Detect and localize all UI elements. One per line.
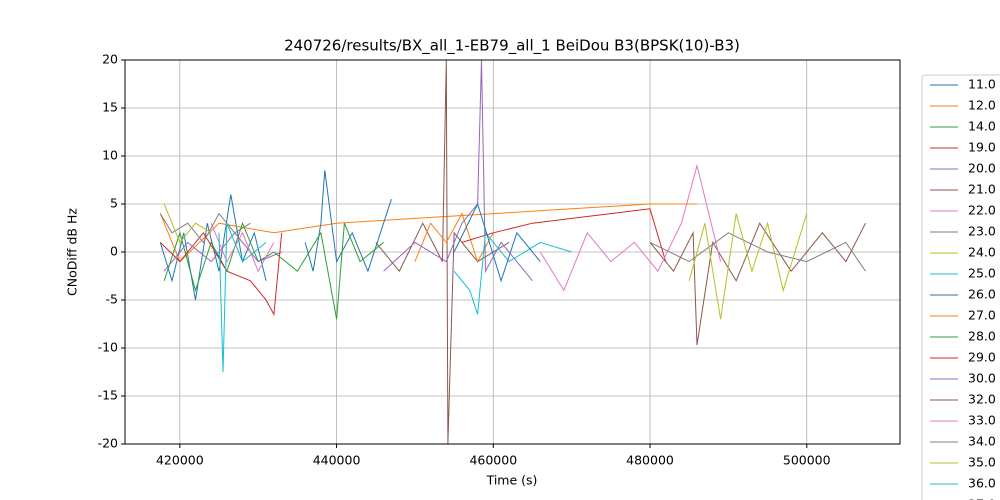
legend-box bbox=[921, 74, 1000, 500]
y-axis-label: CNoDiff dB Hz bbox=[65, 208, 80, 296]
legend-label: 25.0 bbox=[968, 266, 996, 281]
x-axis-label: Time (s) bbox=[486, 473, 538, 488]
x-tick-label: 460000 bbox=[469, 453, 517, 468]
legend-label: 24.0 bbox=[968, 245, 996, 260]
x-tick-label: 420000 bbox=[156, 453, 204, 468]
series-line bbox=[163, 232, 282, 272]
legend-label: 35.0 bbox=[968, 455, 996, 470]
plot-area bbox=[159, 60, 866, 444]
legend-label: 28.0 bbox=[968, 329, 996, 344]
y-tick-label: 20 bbox=[102, 52, 118, 67]
legend-label: 20.0 bbox=[968, 161, 996, 176]
series-line bbox=[453, 202, 541, 283]
series-line bbox=[539, 163, 722, 292]
y-tick-label: 0 bbox=[110, 244, 118, 259]
legend-label: 34.0 bbox=[968, 434, 996, 449]
x-tick-label: 480000 bbox=[626, 453, 674, 468]
legend-label: 26.0 bbox=[968, 287, 996, 302]
legend-label: 12.0 bbox=[968, 98, 996, 113]
series-line bbox=[163, 221, 275, 293]
y-tick-label: -15 bbox=[98, 388, 118, 403]
axes-frame bbox=[124, 59, 901, 445]
legend-label: 11.0 bbox=[968, 77, 996, 92]
x-tick-label: 500000 bbox=[783, 453, 831, 468]
series-line bbox=[453, 231, 572, 315]
x-tick-label: 440000 bbox=[313, 453, 361, 468]
series-line bbox=[375, 60, 510, 444]
legend-label: 29.0 bbox=[968, 350, 996, 365]
series-line bbox=[159, 194, 267, 301]
series-line bbox=[163, 203, 212, 244]
series-line bbox=[649, 222, 866, 346]
y-tick-label: -5 bbox=[106, 292, 118, 307]
legend-label: 27.0 bbox=[968, 308, 996, 323]
chart-title: 240726/results/BX_all_1-EB79_all_1 BeiDo… bbox=[284, 37, 740, 56]
legend: 11.0 12.0 14.0 19.0 20.0 21.0 22.0 23.0 24.0 25.0… bbox=[921, 74, 1000, 500]
series-line bbox=[414, 212, 494, 263]
y-tick-label: -10 bbox=[98, 340, 118, 355]
series-line bbox=[304, 170, 392, 273]
legend-label: 37.0 bbox=[968, 497, 996, 500]
series-line bbox=[461, 208, 667, 262]
series-line bbox=[210, 223, 275, 273]
y-tick-label: 5 bbox=[110, 196, 118, 211]
y-tick-label: 10 bbox=[102, 148, 118, 163]
y-tick-label: -20 bbox=[98, 436, 118, 451]
series-line bbox=[273, 223, 384, 320]
legend-label: 33.0 bbox=[968, 413, 996, 428]
series-line bbox=[649, 232, 866, 272]
legend-label: 19.0 bbox=[968, 140, 996, 155]
legend-label: 36.0 bbox=[968, 476, 996, 491]
series-line bbox=[688, 213, 808, 320]
grid: -20 -15 -10 -5 0 5 10 15 20 420000 440000 460000 480… bbox=[98, 52, 900, 468]
series-line bbox=[159, 231, 283, 317]
legend-label: 22.0 bbox=[968, 203, 996, 218]
legend-label: 14.0 bbox=[968, 119, 996, 134]
y-tick-label: 15 bbox=[102, 100, 118, 115]
series-line bbox=[218, 223, 267, 373]
legend-label: 21.0 bbox=[968, 182, 996, 197]
legend-label: 23.0 bbox=[968, 224, 996, 239]
series-line bbox=[383, 60, 533, 282]
series-line bbox=[159, 212, 251, 244]
legend-label: 32.0 bbox=[968, 392, 996, 407]
series-line bbox=[159, 203, 697, 263]
legend-label: 30.0 bbox=[968, 371, 996, 386]
